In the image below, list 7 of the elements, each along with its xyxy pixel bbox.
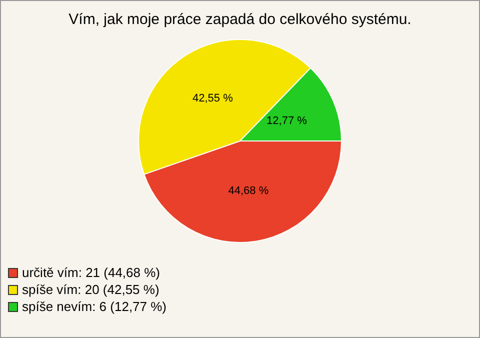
chart-title: Vím, jak moje práce zapadá do celkového systému. <box>68 11 412 28</box>
data-label: 42,55 % <box>192 92 234 104</box>
legend-label: spíše nevím: 6 (12,77 %) <box>22 298 167 315</box>
legend-label: spíše vím: 20 (42,55 %) <box>22 281 160 298</box>
data-label: 12,77 % <box>266 115 308 128</box>
legend-label: určitě vím: 21 (44,68 %) <box>22 264 160 281</box>
data-label: 44,68 % <box>228 185 269 198</box>
